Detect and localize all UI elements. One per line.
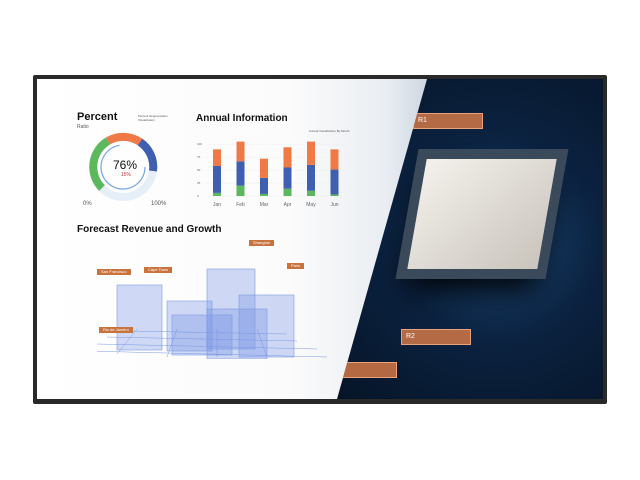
- forecast-3d-chart: [97, 268, 328, 359]
- tag-r1: R1: [413, 113, 483, 129]
- label-shanghai: Shanghai: [249, 240, 274, 246]
- bar-segment: [307, 141, 315, 165]
- bar-segment: [283, 188, 292, 196]
- label-paris: Paris: [287, 263, 305, 269]
- cpu-chip: [407, 159, 557, 269]
- bar-segment: [260, 193, 268, 196]
- label-san-francisco: San Francisco: [97, 269, 131, 275]
- percent-note: Percent Segmentation Visualization: [138, 114, 168, 122]
- label-cape-town: Cape Town: [144, 267, 172, 273]
- x-tick-label: Mar: [260, 202, 269, 208]
- percent-min: 0%: [83, 201, 92, 207]
- forecast-title: Forecast Revenue and Growth: [77, 224, 222, 235]
- bar-segment: [213, 149, 221, 166]
- label-rio-de-janeiro: Rio de Janeiro: [99, 327, 133, 333]
- y-tick-label: 100: [197, 142, 202, 146]
- percent-value: 76%: [113, 158, 138, 172]
- percent-title: Percent: [77, 111, 118, 123]
- bar-segment: [283, 167, 292, 189]
- annual-note: Annual Visualization By Month: [309, 129, 350, 133]
- x-tick-label: Apr: [284, 202, 292, 208]
- x-tick-label: Jan: [213, 202, 221, 208]
- percent-max: 100%: [151, 201, 167, 207]
- bar-segment: [236, 185, 245, 196]
- bar-segment: [260, 158, 268, 178]
- bar-segment: [213, 165, 221, 193]
- percent-delta: 15%: [121, 172, 132, 178]
- x-tick-label: May: [306, 202, 316, 208]
- annual-bar-chart: 0 25 50 75 100 Jan Feb Mar Apr May Jun: [197, 141, 347, 208]
- percent-subtitle: Ratio: [77, 124, 89, 130]
- percent-gauge: [89, 132, 158, 201]
- x-tick-label: Jun: [330, 202, 338, 208]
- bar-segment: [260, 177, 268, 194]
- bar-segment: [307, 164, 315, 191]
- display-screen: R1 R2 R3 Percent Ratio Percent Segmentat…: [37, 79, 603, 399]
- x-tick-label: Feb: [236, 202, 245, 208]
- bar-segment: [213, 192, 221, 196]
- tag-r3: R3: [337, 362, 397, 378]
- bar-segment: [330, 194, 339, 196]
- bar-segment: [283, 147, 292, 168]
- bar-segment: [330, 169, 339, 195]
- annual-title: Annual Information: [196, 113, 288, 124]
- tag-r2: R2: [401, 329, 471, 345]
- y-tick-label: 75: [197, 155, 201, 159]
- y-tick-label: 0: [197, 194, 199, 198]
- y-tick-label: 25: [197, 181, 201, 185]
- circuit-board-image: R1 R2 R3: [337, 79, 603, 399]
- monitor-bezel: R1 R2 R3 Percent Ratio Percent Segmentat…: [33, 75, 607, 404]
- bar-segment: [330, 149, 339, 170]
- bar-segment: [236, 161, 245, 186]
- bar-segment: [307, 190, 315, 196]
- bar-segment: [236, 141, 245, 162]
- y-tick-label: 50: [197, 168, 201, 172]
